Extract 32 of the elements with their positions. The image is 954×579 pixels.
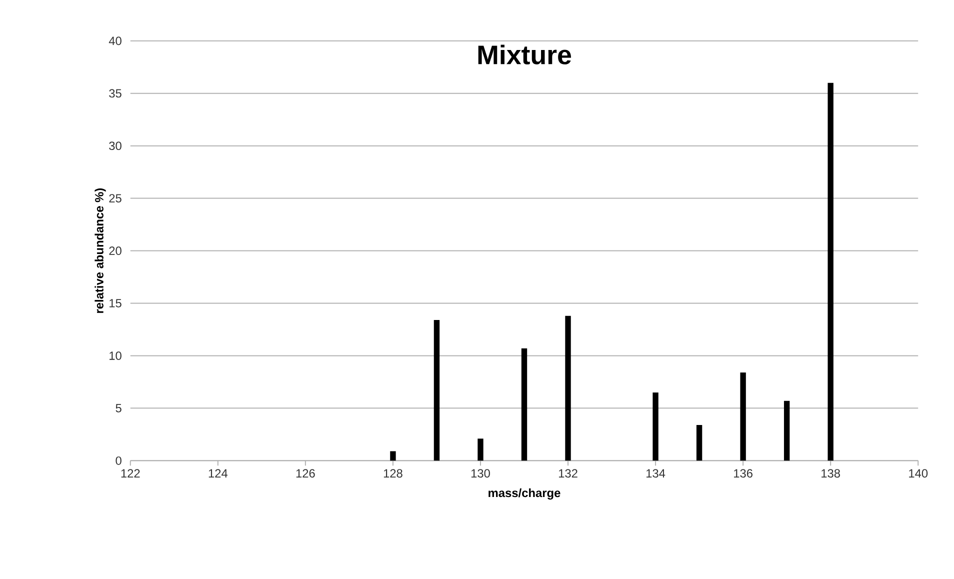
bar bbox=[828, 82, 834, 460]
y-tick-label: 15 bbox=[110, 298, 122, 308]
y-tick-label: 25 bbox=[109, 194, 122, 202]
bar bbox=[521, 348, 528, 460]
bar bbox=[696, 424, 702, 460]
bar bbox=[434, 320, 440, 460]
y-tick-label: 30 bbox=[109, 141, 122, 150]
x-tick-label: 134 bbox=[646, 469, 666, 478]
x-tick-label: 138 bbox=[822, 469, 840, 478]
y-tick-label: 40 bbox=[108, 36, 122, 45]
y-tick-label: 5 bbox=[116, 404, 122, 412]
y-axis-title: relative abundance %) bbox=[94, 188, 106, 313]
x-tick-label: 136 bbox=[734, 469, 752, 478]
x-tick-label: 140 bbox=[909, 469, 928, 478]
x-tick-label: 124 bbox=[208, 469, 228, 478]
bar bbox=[652, 392, 658, 460]
x-tick-label: 130 bbox=[471, 469, 490, 478]
chart-title: Mixture bbox=[478, 44, 572, 64]
x-tick-label: 132 bbox=[558, 469, 578, 478]
x-tick-label: 126 bbox=[296, 469, 315, 478]
x-tick-label: 122 bbox=[121, 469, 140, 478]
bar bbox=[740, 372, 746, 460]
bar bbox=[565, 316, 571, 460]
y-tick-label: 10 bbox=[110, 351, 122, 360]
x-tick-label: 128 bbox=[384, 469, 402, 478]
y-tick-label: 20 bbox=[109, 246, 122, 255]
y-tick-label: 35 bbox=[109, 88, 122, 98]
bar bbox=[784, 400, 790, 460]
y-tick-label: 0 bbox=[116, 456, 122, 465]
x-axis-title: mass/charge bbox=[488, 488, 560, 500]
bar bbox=[478, 438, 484, 460]
bar bbox=[390, 451, 396, 460]
